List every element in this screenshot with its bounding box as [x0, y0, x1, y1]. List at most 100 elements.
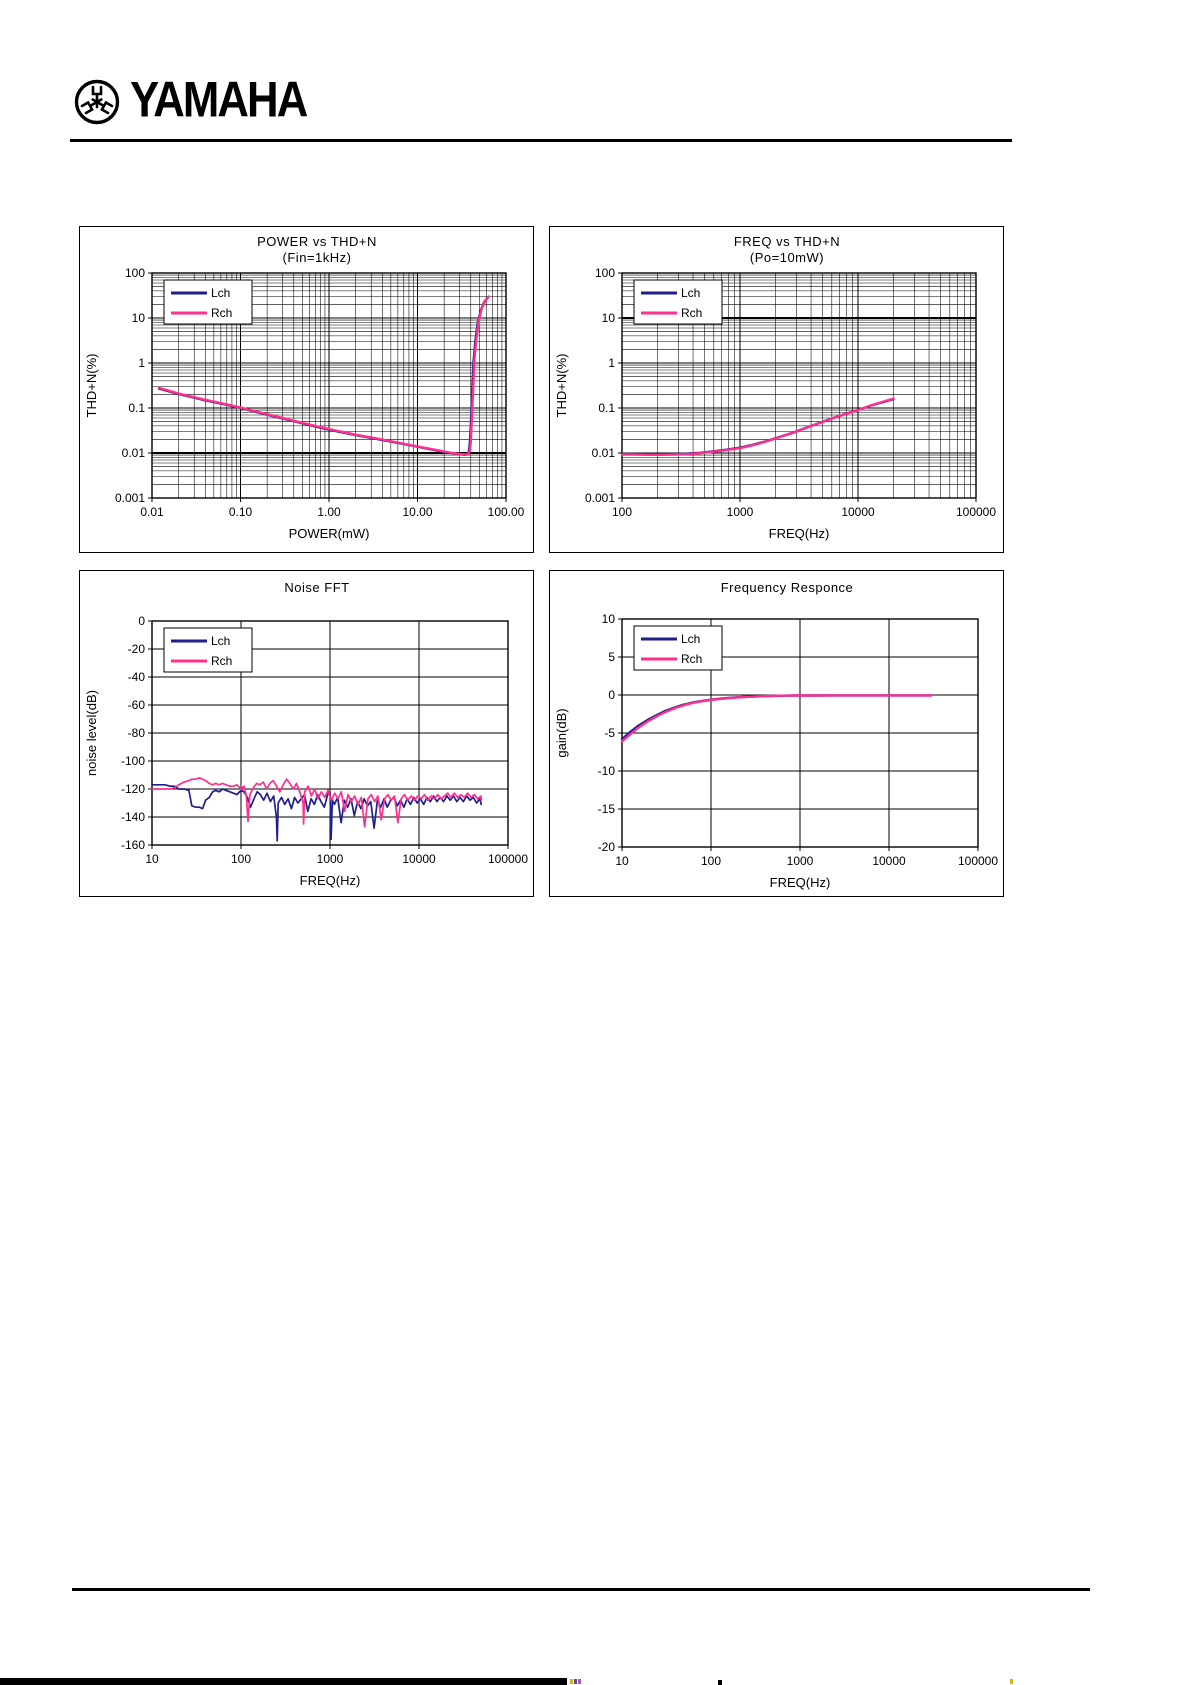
svg-text:-100: -100 [121, 754, 145, 768]
series-rch [620, 397, 895, 457]
y-axis-label: THD+N(%) [554, 354, 569, 418]
svg-text:100: 100 [125, 266, 145, 280]
svg-text:1000: 1000 [727, 505, 754, 519]
yamaha-tuning-fork-icon [74, 79, 120, 125]
bottom-edge-dot-yellow [570, 1679, 573, 1684]
chart-title: Frequency Responce [720, 580, 854, 595]
legend-label-lch: Lch [681, 632, 700, 646]
chart-title: FREQ vs THD+N [733, 234, 841, 249]
chart-title: Noise FFT [284, 580, 350, 595]
svg-text:100000: 100000 [958, 854, 998, 868]
svg-text:0: 0 [608, 688, 615, 702]
svg-text:100000: 100000 [956, 505, 996, 519]
svg-text:5: 5 [608, 650, 615, 664]
legend-label-rch: Rch [211, 306, 232, 320]
svg-text:-5: -5 [604, 726, 615, 740]
tick-labels: 10 100 1000 10000 100000 0 -20 -40 -60 -80 -100 -12… [121, 614, 528, 866]
svg-text:-120: -120 [121, 782, 145, 796]
x-axis-label: FREQ(Hz) [300, 873, 361, 888]
svg-text:0.10: 0.10 [229, 505, 253, 519]
noise-fft-plot: 10 100 1000 10000 100000 0 -20 -40 -60 -80 -100 -12… [84, 614, 528, 888]
y-axis-label: gain(dB) [554, 708, 569, 757]
brand-text: YAMAHA [130, 71, 308, 128]
svg-text:-10: -10 [598, 764, 616, 778]
y-axis-label: noise level(dB) [84, 690, 99, 776]
series-rch [157, 295, 490, 456]
svg-text:10: 10 [602, 311, 616, 325]
svg-text:1000: 1000 [787, 854, 814, 868]
legend-label-rch: Rch [211, 654, 232, 668]
x-axis-label: POWER(mW) [289, 526, 370, 541]
chart-panel-frequency-response: Frequency Responce 10 100 1000 10000 100000 1… [549, 570, 1004, 897]
svg-text:0: 0 [138, 614, 145, 628]
tick-labels: 0.01 0.10 1.00 10.00 100.001001010.10.010.00… [115, 266, 525, 519]
svg-text:-20: -20 [598, 840, 616, 854]
svg-text:10: 10 [615, 854, 629, 868]
plot-border [151, 620, 509, 846]
svg-text:-160: -160 [121, 838, 145, 852]
svg-text:-40: -40 [128, 670, 146, 684]
svg-text:10: 10 [602, 612, 616, 626]
plot-border [621, 618, 979, 848]
svg-text:-140: -140 [121, 810, 145, 824]
svg-text:10000: 10000 [841, 505, 875, 519]
chart-subtitle: (Fin=1kHz) [282, 250, 352, 265]
bottom-edge-corner-dot [1010, 1679, 1013, 1684]
legend-label-lch: Lch [211, 286, 230, 300]
svg-text:-20: -20 [128, 642, 146, 656]
y-axis-label: THD+N(%) [84, 354, 99, 418]
bottom-edge-bar [0, 1678, 567, 1685]
legend-label-rch: Rch [681, 306, 702, 320]
svg-text:100: 100 [612, 505, 632, 519]
svg-text:100000: 100000 [488, 852, 528, 866]
svg-text:1: 1 [138, 356, 145, 370]
svg-text:0.01: 0.01 [122, 446, 146, 460]
legend-label-rch: Rch [681, 652, 702, 666]
legend-box [163, 279, 253, 325]
legend-label-lch: Lch [681, 286, 700, 300]
svg-text:10000: 10000 [872, 854, 906, 868]
power-vs-thdn-plot: 0.01 0.10 1.00 10.00 100.001001010.10.010.00… [84, 266, 525, 541]
svg-text:10: 10 [132, 311, 146, 325]
svg-text:10: 10 [145, 852, 159, 866]
chart-subtitle: (Po=10mW) [749, 250, 825, 265]
chart-panel-freq-vs-thdn: FREQ vs THD+N (Po=10mW) 100 1000 10000 1000… [549, 226, 1004, 553]
svg-text:-60: -60 [128, 698, 146, 712]
svg-text:0.01: 0.01 [140, 505, 164, 519]
svg-text:0.01: 0.01 [592, 446, 616, 460]
plot-border [621, 272, 977, 499]
legend-box [163, 627, 253, 673]
svg-text:100: 100 [231, 852, 251, 866]
header-rule [70, 139, 1012, 142]
frequency-response-plot: 10 100 1000 10000 100000 10 5 0 -5 -10 -15 -20 FREQ(… [554, 612, 999, 890]
legend-box [633, 279, 723, 325]
svg-text:-80: -80 [128, 726, 146, 740]
svg-text:1.00: 1.00 [317, 505, 341, 519]
svg-text:0.001: 0.001 [585, 491, 615, 505]
chart-panel-noise-fft: Noise FFT 10 100 1000 10000 100000 0 -20 -40 -60… [79, 570, 534, 897]
svg-text:0.1: 0.1 [598, 401, 615, 415]
svg-text:100.00: 100.00 [488, 505, 525, 519]
bottom-edge-dot-blue [574, 1679, 577, 1684]
bottom-edge-dot-pink [578, 1679, 581, 1684]
legend-label-lch: Lch [211, 634, 230, 648]
svg-text:0.001: 0.001 [115, 491, 145, 505]
legend-box [633, 625, 723, 671]
svg-text:10000: 10000 [402, 852, 436, 866]
svg-text:1: 1 [608, 356, 615, 370]
tick-labels: 100 1000 10000 100000 100 10 1 0.1 0.01 0.001 [585, 266, 996, 519]
chart-panel-power-vs-thdn: POWER vs THD+N (Fin=1kHz) 0.01 0.10 1.00 10… [79, 226, 534, 553]
bottom-edge-tick [718, 1680, 722, 1685]
x-axis-label: FREQ(Hz) [769, 526, 830, 541]
svg-text:0.1: 0.1 [128, 401, 145, 415]
svg-text:1000: 1000 [317, 852, 344, 866]
svg-text:100: 100 [701, 854, 721, 868]
series-rch [151, 776, 483, 828]
svg-text:100: 100 [595, 266, 615, 280]
tick-labels: 10 100 1000 10000 100000 10 5 0 -5 -10 -15 -20 [598, 612, 999, 868]
chart-title: POWER vs THD+N [257, 234, 377, 249]
yamaha-logo: YAMAHA [72, 71, 308, 130]
svg-text:10.00: 10.00 [402, 505, 432, 519]
footer-rule [72, 1588, 1090, 1591]
